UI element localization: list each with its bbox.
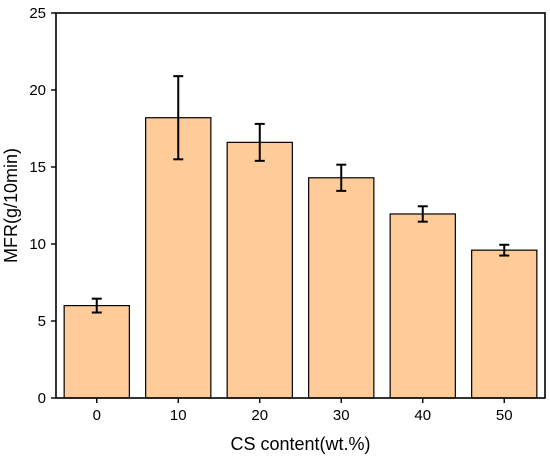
x-tick-label: 40 — [414, 407, 431, 424]
y-tick-label: 15 — [29, 159, 46, 176]
error-bar-20 — [254, 122, 265, 162]
x-tick-label: 30 — [333, 407, 350, 424]
x-axis-label: CS content(wt.%) — [230, 434, 370, 454]
bar-50 — [471, 249, 538, 399]
x-axis-ticks: 0 10 20 30 40 50 — [93, 398, 513, 424]
x-tick-label: 10 — [170, 407, 187, 424]
plot-frame — [55, 12, 546, 399]
y-axis-ticks: 0 5 10 15 20 25 — [29, 5, 56, 407]
error-bar-0 — [91, 297, 102, 314]
bar-40 — [389, 213, 456, 399]
y-axis-label: MFR(g/10min) — [1, 148, 21, 263]
y-tick-label: 10 — [29, 236, 46, 253]
error-bar-50 — [499, 243, 510, 257]
x-tick-label: 50 — [496, 407, 513, 424]
x-tick-label: 0 — [93, 407, 101, 424]
y-tick-label: 0 — [38, 390, 46, 407]
bar-30 — [308, 177, 375, 399]
x-tick-label: 20 — [251, 407, 268, 424]
bar-10 — [145, 117, 212, 399]
error-bar-10 — [173, 75, 184, 161]
error-bars-group — [91, 75, 510, 314]
error-bar-30 — [336, 163, 347, 192]
bar-20 — [226, 141, 293, 399]
y-tick-label: 20 — [29, 82, 46, 99]
error-bar-40 — [417, 205, 428, 223]
bars-group — [63, 117, 538, 399]
y-tick-label: 5 — [38, 313, 46, 330]
bar-0 — [63, 305, 130, 399]
y-tick-label: 25 — [29, 5, 46, 22]
